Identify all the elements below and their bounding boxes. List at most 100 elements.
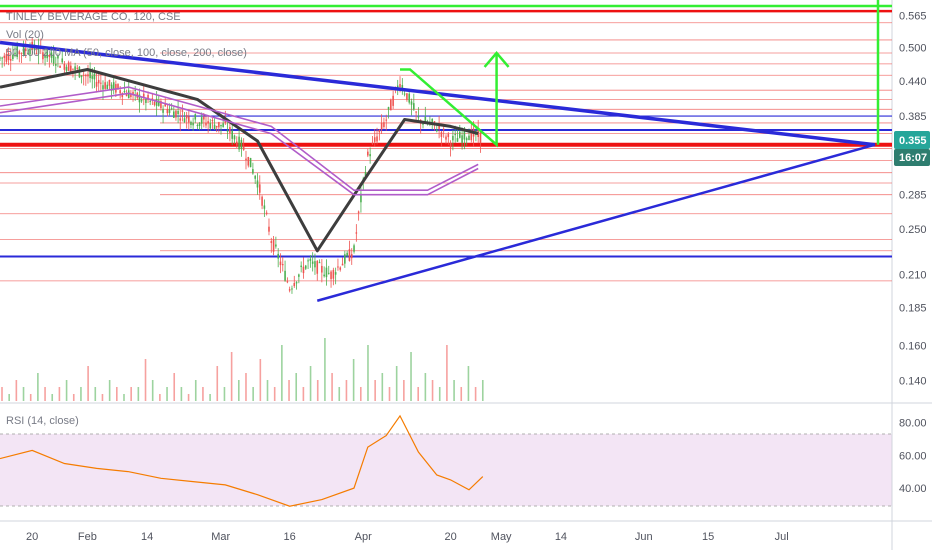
price-axis[interactable]: 0.565 0.500 0.440 0.385 0.285 0.250 0.210 0.185…: [899, 11, 927, 388]
candle-body: [132, 91, 134, 96]
candle-body: [337, 266, 339, 268]
candle-body: [130, 93, 132, 98]
volume-bar: [137, 387, 140, 401]
rsi-tick-label: 80.00: [899, 417, 927, 429]
price-tick-label: 0.285: [899, 190, 927, 202]
candle-body: [170, 108, 173, 110]
candle-body: [413, 103, 415, 110]
candle-body: [449, 142, 452, 148]
current-price-badge: [894, 131, 930, 149]
price-tick-label: 0.440: [899, 76, 927, 88]
candle-body: [14, 52, 16, 55]
candle-body: [85, 74, 87, 77]
price-tick-label: 0.140: [899, 376, 927, 388]
ma-line-50: [0, 68, 479, 253]
candle-body: [112, 82, 115, 91]
time-axis[interactable]: 20 Feb 14 Mar 16 Apr 20 May 14 Jun 15 Jul: [26, 531, 789, 543]
candle-body: [440, 132, 443, 137]
candle-body: [218, 122, 220, 128]
volume-bar: [65, 380, 68, 401]
candle-body: [190, 121, 192, 125]
volume-bar: [22, 387, 25, 401]
candle-body: [185, 115, 188, 119]
candle-body: [341, 263, 344, 266]
candle-body: [153, 102, 156, 105]
rsi-axis[interactable]: 80.00 60.00 40.00: [899, 417, 927, 495]
volume-bar: [288, 380, 290, 401]
volume-bar: [173, 373, 176, 401]
candle-body: [192, 122, 194, 126]
volume-bar: [123, 394, 125, 401]
candle-body: [0, 57, 1, 59]
volume-bar: [417, 387, 420, 401]
candle-body: [63, 63, 66, 70]
volume-bar: [381, 373, 384, 401]
volume-bar: [245, 373, 247, 401]
candle-body: [209, 123, 212, 129]
candle-body: [205, 122, 207, 126]
candle-body: [127, 90, 130, 99]
time-tick-label: May: [491, 531, 512, 543]
time-tick-label: 20: [26, 531, 38, 543]
candle-body: [456, 138, 459, 142]
rsi-band: [0, 434, 892, 506]
volume-bar: [295, 373, 298, 401]
time-tick-label: Apr: [355, 531, 372, 543]
volume-bar: [51, 394, 54, 401]
price-tick-label: 0.210: [899, 270, 927, 282]
volume-bar: [180, 387, 183, 401]
candle-body: [380, 122, 383, 130]
volume-bar: [367, 345, 369, 401]
candle-body: [157, 100, 160, 106]
volume-bar: [281, 345, 283, 401]
volume-bar: [223, 387, 226, 401]
volume-bar: [374, 380, 376, 401]
candle-body: [458, 131, 461, 138]
candle-body: [18, 51, 21, 55]
volume-bar: [87, 366, 89, 401]
candle-body: [258, 184, 261, 193]
candle-body: [65, 66, 68, 71]
candle-body: [48, 55, 51, 57]
candle-body: [385, 119, 388, 121]
volume-bar: [238, 380, 240, 401]
time-tick-label: Feb: [78, 531, 97, 543]
candle-body: [42, 52, 44, 60]
candle-body: [376, 136, 378, 142]
ma-line-100: [0, 86, 479, 191]
volume-bar: [331, 373, 333, 401]
candle-body: [348, 249, 351, 261]
candle-body: [334, 272, 337, 275]
candle-body: [50, 52, 53, 58]
countdown-badge: [894, 149, 930, 166]
volume-bar: [410, 352, 412, 401]
candle-body: [125, 93, 128, 97]
candle-body: [307, 260, 309, 262]
candle-body: [346, 252, 348, 256]
volume-bar: [309, 366, 312, 401]
candle-body: [207, 121, 209, 124]
candle-body: [59, 66, 61, 68]
volume-bar: [302, 387, 305, 401]
volume-bar: [359, 387, 362, 401]
candle-body: [272, 239, 275, 252]
candle-body: [44, 55, 46, 58]
candle-body: [24, 48, 27, 52]
time-tick-label: Jul: [775, 531, 789, 543]
candle-body: [245, 158, 247, 161]
candle-body: [364, 171, 367, 177]
candle-body: [436, 129, 438, 132]
countdown-label: 16:07: [899, 152, 927, 164]
candle-body: [72, 68, 74, 70]
candle-body: [417, 116, 420, 118]
candle-body: [447, 133, 450, 138]
candle-body: [95, 81, 98, 87]
candle-body: [100, 82, 102, 84]
candle-body: [134, 89, 136, 91]
rsi-line: [0, 414, 484, 507]
candle-body: [37, 47, 40, 54]
volume-bar: [446, 345, 448, 401]
rsi-series: [0, 414, 484, 507]
candle-body: [74, 66, 76, 71]
